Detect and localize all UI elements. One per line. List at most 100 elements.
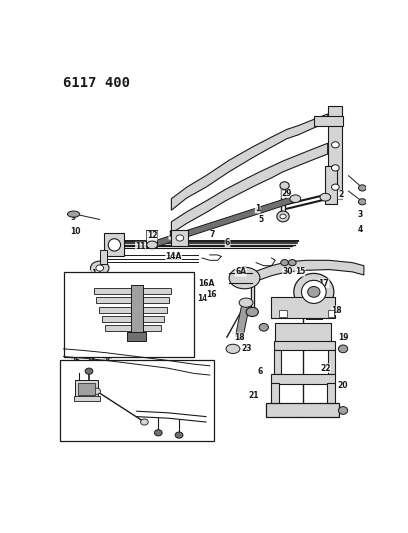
Text: 7: 7 bbox=[209, 230, 215, 239]
Text: 6A: 6A bbox=[235, 268, 246, 276]
Bar bbox=[279, 310, 287, 317]
Ellipse shape bbox=[280, 214, 286, 219]
Text: 16A: 16A bbox=[198, 279, 214, 288]
Ellipse shape bbox=[332, 165, 339, 171]
Text: 20: 20 bbox=[338, 381, 348, 390]
Bar bbox=[96, 297, 169, 303]
Text: 6: 6 bbox=[257, 367, 262, 376]
Bar bbox=[266, 403, 339, 417]
Bar bbox=[100, 251, 107, 264]
Text: 11: 11 bbox=[135, 242, 146, 251]
Ellipse shape bbox=[277, 211, 289, 222]
Ellipse shape bbox=[280, 182, 289, 189]
Polygon shape bbox=[151, 196, 296, 248]
Text: 3: 3 bbox=[357, 209, 363, 219]
Ellipse shape bbox=[294, 273, 334, 310]
Text: 25: 25 bbox=[70, 357, 80, 366]
Bar bbox=[102, 316, 164, 322]
Text: 6: 6 bbox=[225, 238, 230, 247]
Bar bbox=[271, 296, 335, 318]
Text: 18: 18 bbox=[235, 333, 245, 342]
Text: 24: 24 bbox=[85, 357, 96, 366]
Text: 16: 16 bbox=[206, 290, 217, 300]
Ellipse shape bbox=[290, 195, 301, 203]
Text: 30: 30 bbox=[282, 268, 293, 276]
Ellipse shape bbox=[175, 432, 183, 438]
Bar bbox=[171, 230, 188, 246]
Bar bbox=[275, 324, 331, 345]
Ellipse shape bbox=[96, 265, 104, 271]
Text: 13A: 13A bbox=[71, 279, 88, 288]
Ellipse shape bbox=[339, 407, 348, 414]
Bar bbox=[60, 360, 214, 441]
Text: 12: 12 bbox=[147, 231, 157, 240]
Ellipse shape bbox=[359, 199, 366, 205]
Text: 21: 21 bbox=[248, 391, 259, 400]
Ellipse shape bbox=[85, 368, 93, 374]
Text: 26: 26 bbox=[102, 357, 113, 366]
Polygon shape bbox=[251, 260, 364, 284]
Bar bbox=[127, 332, 146, 341]
Text: 17: 17 bbox=[319, 279, 329, 288]
Ellipse shape bbox=[226, 344, 240, 353]
Bar bbox=[105, 325, 161, 331]
Text: 13B: 13B bbox=[141, 335, 157, 344]
Ellipse shape bbox=[147, 241, 157, 249]
Text: 14: 14 bbox=[197, 294, 207, 303]
Text: 14A: 14A bbox=[166, 252, 182, 261]
Bar bbox=[271, 383, 279, 405]
Bar bbox=[274, 341, 335, 350]
Text: 6117 400: 6117 400 bbox=[63, 76, 130, 90]
Ellipse shape bbox=[359, 185, 366, 191]
Text: 8: 8 bbox=[169, 230, 174, 239]
Bar bbox=[78, 383, 95, 395]
Ellipse shape bbox=[239, 298, 253, 308]
Bar bbox=[271, 374, 335, 384]
Bar bbox=[327, 383, 335, 405]
Text: 18: 18 bbox=[332, 306, 342, 315]
Bar bbox=[146, 230, 157, 247]
Ellipse shape bbox=[155, 430, 162, 436]
Ellipse shape bbox=[93, 388, 100, 394]
Bar bbox=[328, 350, 335, 374]
Ellipse shape bbox=[67, 211, 80, 217]
Ellipse shape bbox=[339, 345, 348, 353]
Ellipse shape bbox=[281, 260, 288, 265]
Bar bbox=[99, 306, 167, 313]
Bar bbox=[274, 350, 282, 374]
Bar bbox=[328, 310, 334, 317]
Ellipse shape bbox=[288, 260, 296, 265]
Ellipse shape bbox=[108, 239, 120, 251]
Bar bbox=[94, 288, 171, 294]
Text: 4: 4 bbox=[357, 225, 363, 234]
Text: 15: 15 bbox=[295, 268, 305, 276]
Ellipse shape bbox=[246, 308, 258, 317]
Bar bbox=[104, 233, 124, 256]
Text: 13: 13 bbox=[91, 269, 102, 278]
Bar bbox=[325, 166, 337, 204]
Polygon shape bbox=[235, 302, 250, 338]
Text: 1: 1 bbox=[255, 204, 260, 213]
Polygon shape bbox=[171, 114, 328, 210]
Ellipse shape bbox=[320, 193, 331, 201]
Polygon shape bbox=[171, 143, 328, 233]
Text: 28: 28 bbox=[169, 434, 179, 443]
Text: 27: 27 bbox=[147, 431, 157, 440]
Text: 9: 9 bbox=[71, 213, 76, 222]
Bar bbox=[314, 116, 343, 126]
Ellipse shape bbox=[302, 280, 326, 303]
Text: 10: 10 bbox=[70, 227, 80, 236]
Ellipse shape bbox=[332, 142, 339, 148]
Text: 19: 19 bbox=[338, 333, 348, 342]
Ellipse shape bbox=[91, 261, 109, 275]
Ellipse shape bbox=[141, 419, 148, 425]
Bar bbox=[64, 272, 195, 357]
Text: 22: 22 bbox=[320, 364, 330, 373]
Bar bbox=[75, 381, 98, 398]
Bar bbox=[328, 106, 341, 199]
Ellipse shape bbox=[308, 287, 320, 297]
Ellipse shape bbox=[332, 184, 339, 190]
Ellipse shape bbox=[176, 235, 184, 241]
Bar bbox=[73, 396, 100, 401]
Ellipse shape bbox=[229, 267, 260, 289]
